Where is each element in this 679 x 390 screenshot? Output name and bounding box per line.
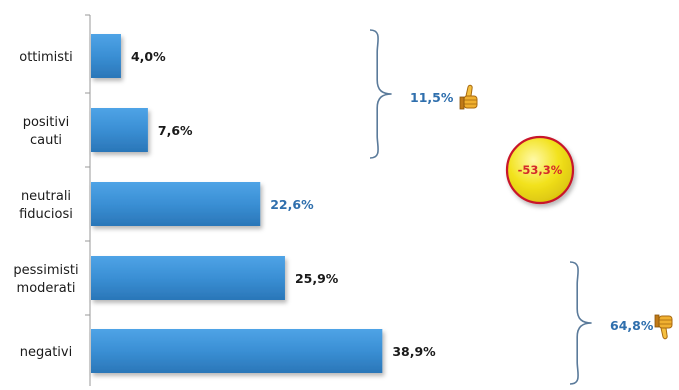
group-total-label: 11,5% (410, 90, 454, 105)
thumbs-down-icon (654, 314, 673, 340)
thumbs-up-icon (459, 84, 478, 110)
category-label: ottimisti (19, 50, 73, 65)
category-label-line: positivi (23, 115, 70, 130)
bar-value-label: 4,0% (131, 49, 166, 64)
category-label: pessimisti moderati (13, 263, 78, 296)
category-label-line: fiduciosi (19, 207, 73, 222)
bar (91, 182, 261, 226)
difference-label: -53,3% (518, 163, 563, 177)
category-label-line: negativi (20, 345, 72, 360)
category-label-line: ottimisti (19, 50, 73, 65)
group-brace (369, 29, 392, 159)
bar-value-label: 7,6% (158, 123, 193, 138)
bar (91, 329, 383, 373)
category-label: negativi (20, 345, 72, 360)
category-label: neutrali fiduciosi (19, 189, 73, 222)
category-label-line: pessimisti (13, 263, 78, 278)
category-label-line: neutrali (21, 189, 71, 204)
bar-value-label: 22,6% (270, 197, 314, 212)
bar (91, 34, 121, 78)
category-label-line: cauti (30, 133, 62, 148)
bar-value-label: 25,9% (295, 271, 339, 286)
category-label: positivi cauti (23, 115, 70, 148)
bar (91, 256, 285, 300)
group-brace (569, 261, 592, 385)
category-label-line: moderati (17, 281, 76, 296)
bar (91, 108, 148, 152)
bar-value-label: 38,9% (392, 344, 436, 359)
group-total-label: 64,8% (610, 318, 654, 333)
difference-badge (505, 135, 575, 205)
